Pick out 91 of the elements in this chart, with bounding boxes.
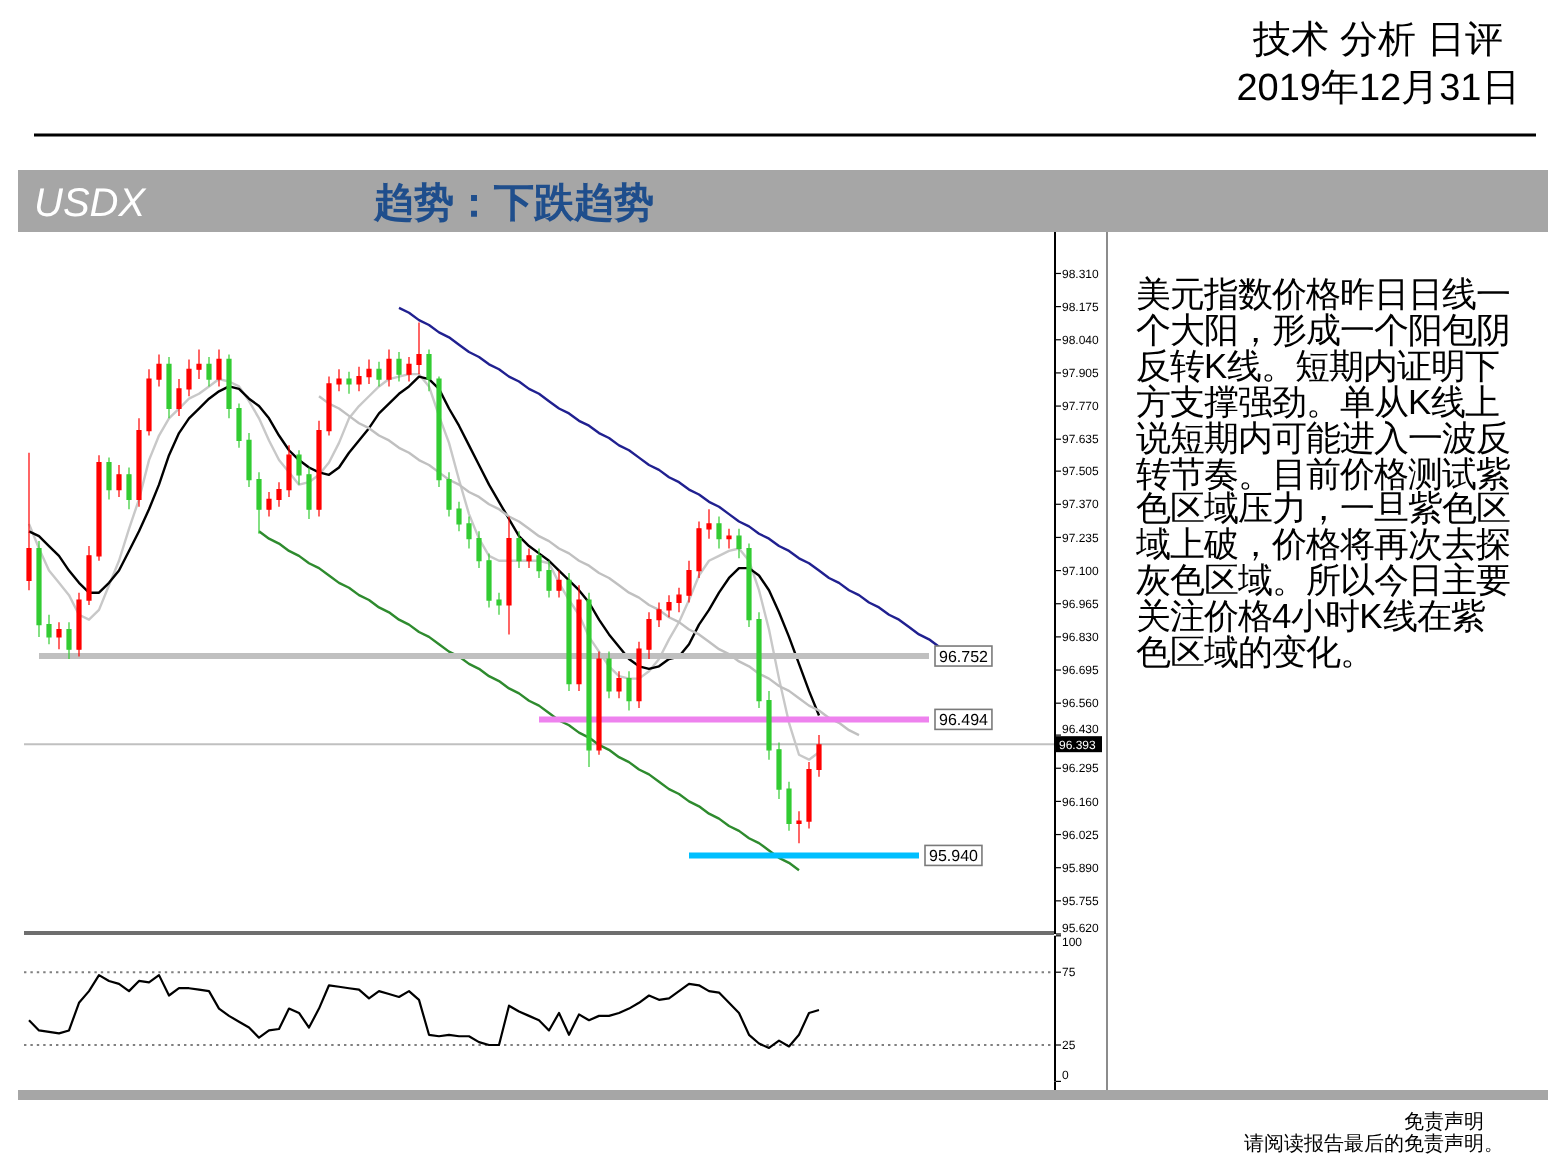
candlestick	[736, 528, 742, 559]
candlestick	[596, 651, 602, 756]
candlestick	[26, 452, 32, 591]
candlestick	[376, 361, 382, 388]
candlestick	[176, 378, 182, 417]
candlestick	[56, 621, 62, 650]
candlestick	[566, 572, 572, 692]
line-series	[257, 530, 801, 872]
candlestick	[106, 457, 112, 500]
candlestick	[696, 520, 702, 579]
candlestick	[276, 481, 282, 508]
candlestick	[786, 781, 792, 832]
candlestick	[626, 670, 632, 712]
candlestick	[116, 464, 122, 498]
candlestick	[686, 560, 692, 604]
candlestick	[796, 810, 802, 844]
text: 2019年12月31日	[1236, 68, 1520, 110]
data-label: 95.940	[929, 847, 980, 866]
candlestick	[486, 552, 492, 609]
candlestick	[666, 594, 672, 618]
candlestick	[716, 515, 722, 550]
candlestick	[86, 545, 92, 606]
candlestick	[466, 515, 472, 550]
candlestick	[606, 651, 612, 699]
candlestick	[196, 348, 202, 380]
candlestick	[506, 515, 512, 636]
candlestick	[246, 432, 252, 488]
candlestick	[346, 371, 352, 395]
text: 美元指数价格昨日日线一个大阳，形成一个阳包阴反转K线。短期内证明下方支撑强劲。单从K线上说短期内可能进入一波反转节奏。目前价格测试紫色区域压力，一旦紫色区域上破，价格将再次去探灰色区域。所以今日主要关注价格4小时K线在紫色区域的变化。	[1136, 274, 1510, 673]
candlestick	[336, 368, 342, 392]
candlestick	[306, 466, 312, 520]
candlestick	[706, 508, 712, 540]
candlestick	[256, 471, 262, 535]
candlestick	[776, 741, 782, 800]
candlestick	[746, 542, 752, 628]
candlestick	[556, 569, 562, 599]
data-label: 96.752	[939, 647, 990, 666]
candlestick	[326, 376, 332, 437]
candlestick	[76, 592, 82, 658]
text: 请阅读报告最后的免责声明。	[1244, 1134, 1504, 1156]
text: 免责声明	[1404, 1112, 1484, 1134]
chart-title: USDX	[34, 182, 147, 226]
candlestick	[126, 466, 132, 510]
candlestick	[636, 641, 642, 709]
candlestick	[436, 376, 442, 488]
chart-subtitle: 趋势：下跌趋势	[372, 182, 654, 226]
candlestick	[366, 358, 372, 385]
candlestick	[186, 358, 192, 397]
candlestick	[496, 592, 502, 616]
candlestick	[216, 348, 222, 388]
candlestick	[406, 356, 412, 383]
candlestick	[96, 454, 102, 562]
candlestick	[536, 547, 542, 579]
candlestick	[656, 601, 662, 628]
candlestick	[36, 540, 42, 638]
candlestick	[236, 403, 242, 449]
candlestick	[396, 351, 402, 383]
candlestick	[726, 528, 732, 550]
candlestick	[136, 417, 142, 508]
candlestick	[66, 621, 72, 660]
data-label: 96.494	[939, 711, 990, 730]
candlestick	[446, 471, 452, 518]
candlestick	[546, 560, 552, 599]
candlestick	[516, 530, 522, 569]
candlestick	[206, 356, 212, 388]
candlestick	[586, 592, 592, 768]
candlestick	[416, 321, 422, 375]
candlestick	[46, 614, 52, 645]
candlestick	[296, 449, 302, 486]
candlestick	[526, 547, 532, 569]
candlestick	[386, 348, 392, 388]
candlestick	[676, 587, 682, 613]
candlestick	[266, 491, 272, 518]
candlestick	[146, 368, 152, 437]
candlestick	[646, 611, 652, 660]
candlestick	[576, 584, 582, 692]
candlestick	[286, 444, 292, 498]
candlestick	[166, 356, 172, 419]
candlestick	[806, 761, 812, 830]
text: 技术 分析 日评	[1251, 20, 1503, 62]
candlestick	[226, 353, 232, 419]
candlestick	[456, 501, 462, 532]
candlestick	[616, 670, 622, 699]
candlestick	[756, 611, 762, 709]
candlestick	[356, 366, 362, 392]
candlestick	[156, 353, 162, 388]
candlestick	[476, 530, 482, 569]
candlestick	[426, 348, 432, 392]
candlestick	[316, 420, 322, 518]
candlestick	[816, 734, 822, 778]
candlestick	[766, 690, 772, 761]
